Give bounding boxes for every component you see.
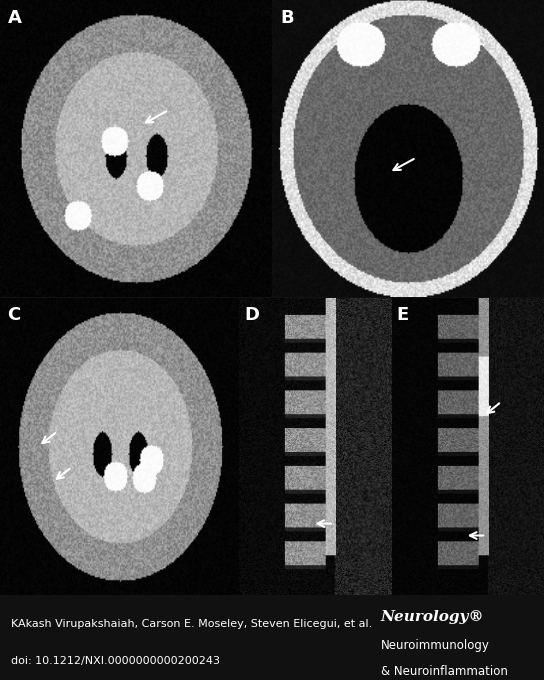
Text: doi: 10.1212/NXI.0000000000200243: doi: 10.1212/NXI.0000000000200243 (11, 656, 220, 666)
Text: A: A (8, 9, 22, 27)
Text: KAkash Virupakshaiah, Carson E. Moseley, Steven Elicegui, et al.: KAkash Virupakshaiah, Carson E. Moseley,… (11, 619, 372, 629)
Text: E: E (396, 307, 409, 324)
Text: Neurology®: Neurology® (381, 611, 484, 624)
Text: D: D (244, 307, 259, 324)
Text: Neuroimmunology: Neuroimmunology (381, 639, 490, 652)
Text: C: C (7, 307, 21, 324)
Text: & Neuroinflammation: & Neuroinflammation (381, 665, 508, 678)
Text: B: B (280, 9, 294, 27)
